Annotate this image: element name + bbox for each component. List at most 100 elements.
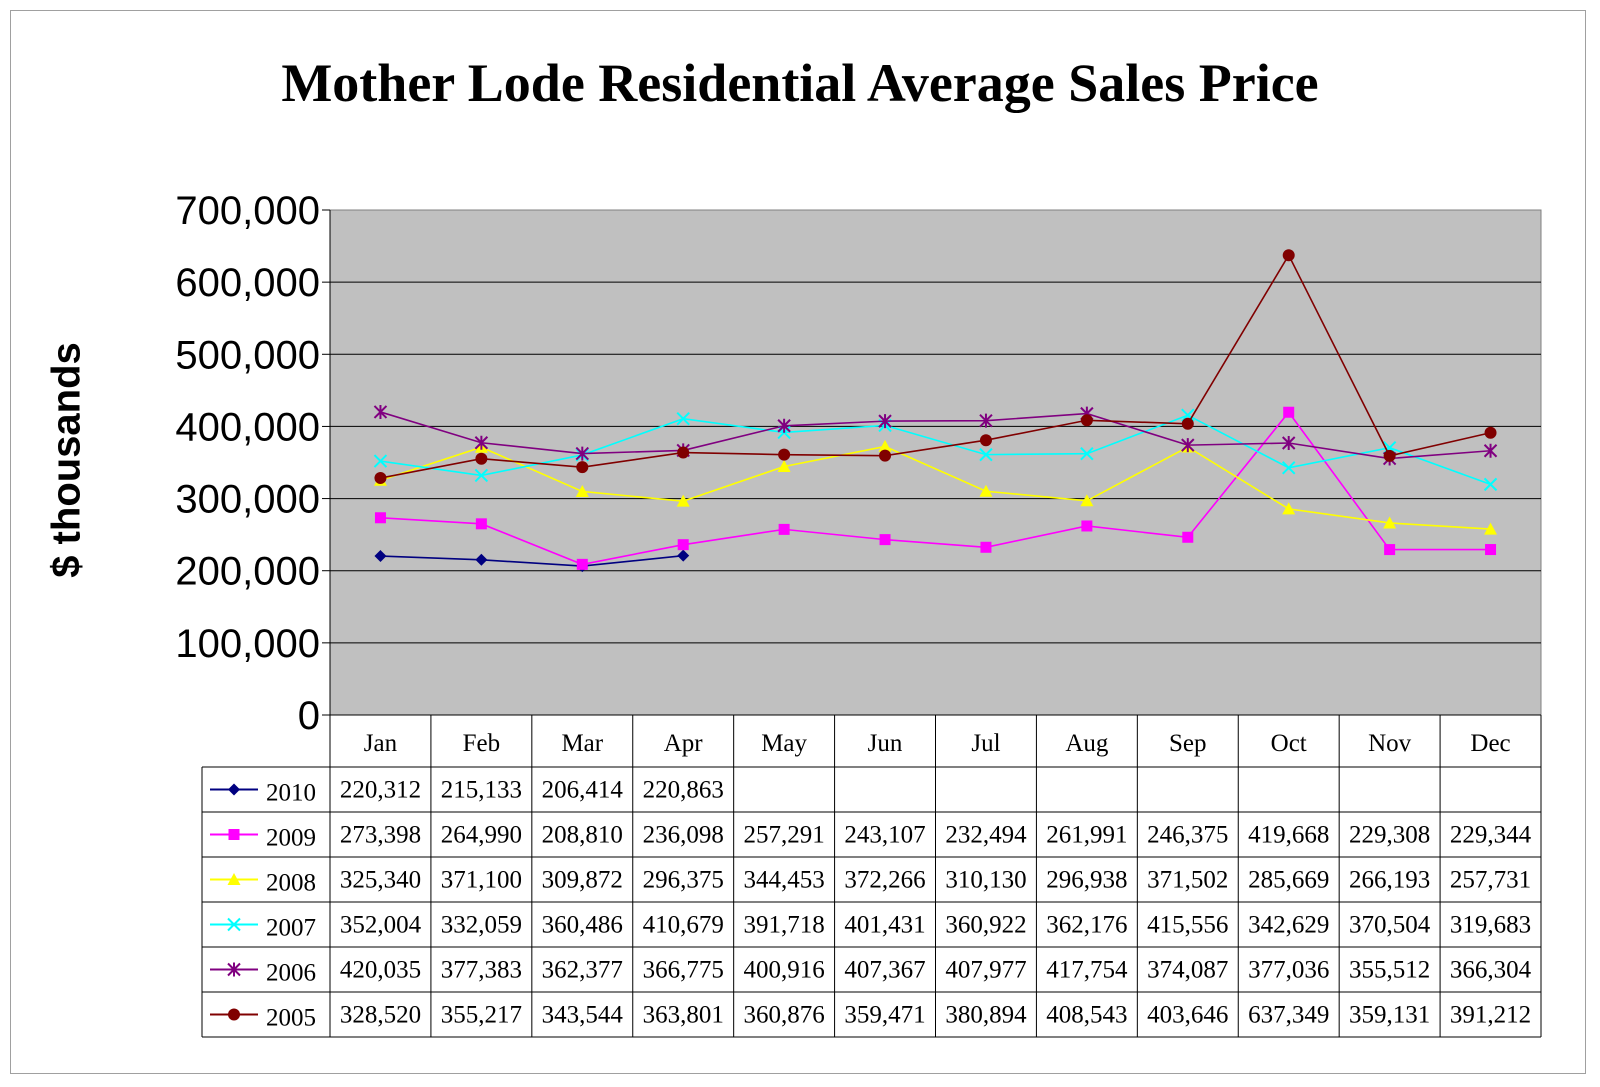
table-cell: 206,414 xyxy=(542,777,624,804)
y-tick-label: 700,000 xyxy=(175,189,320,233)
x-category-label: Feb xyxy=(463,730,501,757)
legend-entry: 2009 xyxy=(266,825,316,852)
data-point xyxy=(1483,443,1498,458)
table-cell: 391,212 xyxy=(1450,1002,1531,1029)
table-cell: 407,977 xyxy=(945,957,1026,984)
table-cell: 370,504 xyxy=(1349,912,1431,939)
x-category-label: Jul xyxy=(971,730,1000,757)
table-cell: 401,431 xyxy=(844,912,925,939)
data-point xyxy=(1384,544,1396,556)
table-cell: 229,344 xyxy=(1450,822,1532,849)
data-point xyxy=(677,446,690,459)
data-table: Jan Feb Mar Apr May Jun Jul Aug Sep Oct Nov Dec 2010… xyxy=(201,714,1542,1038)
data-point xyxy=(576,558,588,570)
table-cell: 371,502 xyxy=(1147,867,1228,894)
data-point xyxy=(878,414,892,429)
table-cell: 360,876 xyxy=(744,1002,825,1029)
data-point xyxy=(1282,435,1296,450)
table-cell: 266,193 xyxy=(1349,867,1430,894)
table-cell: 637,349 xyxy=(1248,1002,1329,1029)
table-cell: 407,367 xyxy=(844,957,925,984)
data-point xyxy=(1484,522,1498,535)
data-point xyxy=(374,512,386,524)
data-point xyxy=(879,449,892,462)
table-cell: 309,872 xyxy=(542,867,623,894)
data-point xyxy=(475,452,488,465)
series-line xyxy=(380,414,1491,486)
table-cell: 415,556 xyxy=(1147,912,1228,939)
table-cell: 355,217 xyxy=(441,1002,522,1029)
table-cell: 362,377 xyxy=(542,957,623,984)
table-cell: 220,312 xyxy=(340,777,421,804)
data-point xyxy=(374,471,387,484)
data-point xyxy=(979,447,993,462)
table-cell: 419,668 xyxy=(1248,822,1329,849)
x-category-label: Apr xyxy=(664,730,704,757)
data-point xyxy=(1282,461,1296,475)
table-cell: 363,801 xyxy=(643,1002,724,1029)
data-point xyxy=(1485,544,1497,556)
data-point xyxy=(1181,417,1194,430)
data-point xyxy=(474,435,489,450)
table-cell: 319,683 xyxy=(1450,912,1531,939)
series-line xyxy=(380,411,1491,460)
table-cell: 257,731 xyxy=(1450,867,1531,894)
x-category-label: May xyxy=(761,730,807,757)
data-point xyxy=(227,917,241,932)
x-category-label: Jan xyxy=(364,730,398,757)
table-cell: 296,375 xyxy=(643,867,724,894)
data-point xyxy=(980,541,992,553)
table-cell: 257,291 xyxy=(744,822,825,849)
x-category-label: Dec xyxy=(1470,730,1510,757)
data-point xyxy=(676,412,690,426)
data-point xyxy=(778,448,791,461)
table-cell: 362,176 xyxy=(1046,912,1127,939)
data-point xyxy=(227,962,241,977)
data-point xyxy=(575,484,589,497)
data-point xyxy=(979,434,992,447)
x-category-label: Jun xyxy=(868,730,903,757)
data-point xyxy=(575,446,589,461)
data-point xyxy=(979,484,993,497)
data-point xyxy=(1282,502,1296,515)
table-cell: 377,036 xyxy=(1248,957,1329,984)
data-point xyxy=(373,404,388,419)
data-point xyxy=(979,413,993,428)
x-category-label: Sep xyxy=(1169,730,1207,757)
table-cell: 285,669 xyxy=(1248,867,1329,894)
data-point xyxy=(1383,449,1396,462)
table-cell: 215,133 xyxy=(441,777,522,804)
legend-entry: 2005 xyxy=(266,1005,316,1032)
legend-entry: 2010 xyxy=(266,780,316,807)
series-line xyxy=(380,445,1491,530)
table-cell: 310,130 xyxy=(945,867,1026,894)
gridlines xyxy=(330,281,1541,644)
table-cell: 342,629 xyxy=(1248,912,1329,939)
y-tick-label: 400,000 xyxy=(175,405,320,449)
data-point xyxy=(878,439,892,452)
x-category-label: Aug xyxy=(1065,730,1109,757)
y-tick-label: 300,000 xyxy=(175,478,320,522)
table-cell: 359,131 xyxy=(1349,1002,1430,1029)
table-cell: 360,922 xyxy=(945,912,1026,939)
y-tick-label: 100,000 xyxy=(175,622,320,666)
table-cell: 355,512 xyxy=(1349,957,1430,984)
table-cell: 408,543 xyxy=(1046,1002,1127,1029)
table-cell: 374,087 xyxy=(1147,957,1228,984)
x-category-label: Nov xyxy=(1368,730,1412,757)
table-cell: 325,340 xyxy=(340,867,421,894)
data-point xyxy=(576,461,589,474)
chart-title: Mother Lode Residential Average Sales Pr… xyxy=(281,53,1319,113)
data-point xyxy=(1484,426,1497,439)
data-point xyxy=(373,454,388,468)
table-cell: 261,991 xyxy=(1046,822,1127,849)
data-point xyxy=(1080,447,1094,461)
table-cell: 296,938 xyxy=(1046,867,1127,894)
series-line xyxy=(380,410,1491,566)
table-cell: 372,266 xyxy=(844,867,925,894)
legend-entry: 2007 xyxy=(266,915,316,942)
table-cell: 232,494 xyxy=(945,822,1027,849)
data-point xyxy=(1383,516,1397,529)
table-cell: 420,035 xyxy=(340,957,421,984)
